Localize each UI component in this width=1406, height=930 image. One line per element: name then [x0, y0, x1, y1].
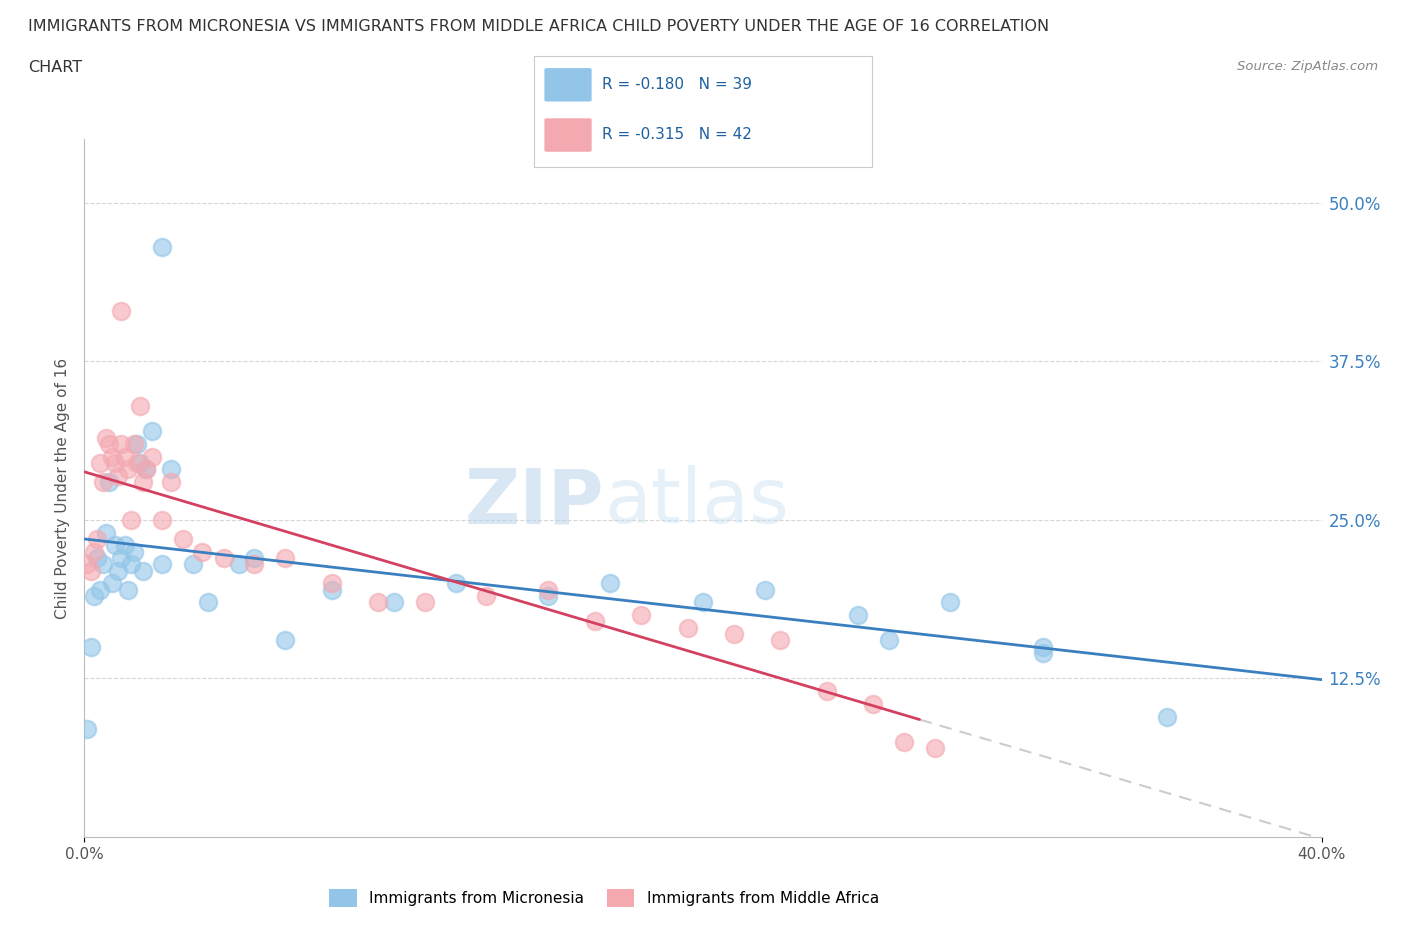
Point [228, 557, 250, 572]
Point [110, 551, 132, 565]
Point [94, 430, 117, 445]
Point [599, 576, 621, 591]
Point [754, 582, 776, 597]
Point [537, 589, 560, 604]
Point [413, 595, 436, 610]
Point [1032, 645, 1054, 660]
Text: atlas: atlas [605, 465, 789, 539]
Point [117, 462, 139, 477]
Point [444, 576, 467, 591]
Point [76, 722, 98, 737]
Point [382, 595, 405, 610]
Point [104, 456, 127, 471]
Point [583, 614, 606, 629]
Point [723, 627, 745, 642]
Point [862, 697, 884, 711]
Point [160, 462, 183, 477]
Point [181, 557, 204, 572]
Point [125, 436, 148, 451]
Point [877, 633, 900, 648]
Point [846, 607, 869, 622]
Point [939, 595, 962, 610]
Point [86, 532, 108, 547]
Point [769, 633, 792, 648]
Point [141, 449, 163, 464]
Point [98, 474, 121, 489]
Point [924, 741, 946, 756]
Point [120, 557, 142, 572]
Point [274, 551, 297, 565]
Legend: Immigrants from Micronesia, Immigrants from Middle Africa: Immigrants from Micronesia, Immigrants f… [323, 884, 884, 913]
Text: Source: ZipAtlas.com: Source: ZipAtlas.com [1237, 60, 1378, 73]
Point [141, 424, 163, 439]
Point [129, 456, 152, 471]
Point [125, 456, 148, 471]
Point [83, 589, 105, 604]
Point [692, 595, 714, 610]
Point [815, 684, 838, 698]
Point [367, 595, 389, 610]
Point [893, 735, 915, 750]
Point [91, 557, 114, 572]
Point [98, 436, 121, 451]
FancyBboxPatch shape [544, 118, 592, 152]
Point [104, 538, 127, 552]
Point [132, 474, 155, 489]
Point [129, 398, 152, 413]
Point [107, 564, 129, 578]
Point [79, 564, 101, 578]
Point [101, 576, 124, 591]
Point [197, 595, 219, 610]
Point [1032, 639, 1054, 654]
Point [114, 538, 136, 552]
Point [83, 544, 105, 559]
FancyBboxPatch shape [544, 68, 592, 101]
Point [91, 474, 114, 489]
Point [274, 633, 297, 648]
Point [243, 557, 266, 572]
Point [117, 582, 139, 597]
Point [243, 551, 266, 565]
Point [135, 462, 157, 477]
Point [110, 436, 132, 451]
Point [537, 582, 560, 597]
Point [321, 576, 343, 591]
Point [107, 468, 129, 483]
Point [101, 449, 124, 464]
Point [122, 544, 145, 559]
Point [676, 620, 699, 635]
Point [135, 462, 157, 477]
Text: IMMIGRANTS FROM MICRONESIA VS IMMIGRANTS FROM MIDDLE AFRICA CHILD POVERTY UNDER : IMMIGRANTS FROM MICRONESIA VS IMMIGRANTS… [28, 19, 1049, 33]
Point [94, 525, 117, 540]
Point [212, 551, 235, 565]
Point [79, 639, 101, 654]
Point [630, 607, 652, 622]
Text: R = -0.315   N = 42: R = -0.315 N = 42 [602, 127, 752, 142]
Text: R = -0.180   N = 39: R = -0.180 N = 39 [602, 77, 752, 92]
Point [89, 456, 111, 471]
Point [160, 474, 183, 489]
Point [150, 512, 173, 527]
Point [76, 557, 98, 572]
Point [191, 544, 214, 559]
Point [1156, 709, 1178, 724]
Point [132, 564, 155, 578]
Point [89, 582, 111, 597]
Point [475, 589, 498, 604]
Point [321, 582, 343, 597]
Point [110, 303, 132, 318]
Point [150, 240, 173, 255]
Point [122, 436, 145, 451]
Point [120, 512, 142, 527]
Text: ZIP: ZIP [464, 465, 605, 539]
Point [150, 557, 173, 572]
Point [114, 449, 136, 464]
Text: CHART: CHART [28, 60, 82, 75]
Y-axis label: Child Poverty Under the Age of 16: Child Poverty Under the Age of 16 [55, 358, 70, 618]
Point [86, 551, 108, 565]
Point [172, 532, 194, 547]
